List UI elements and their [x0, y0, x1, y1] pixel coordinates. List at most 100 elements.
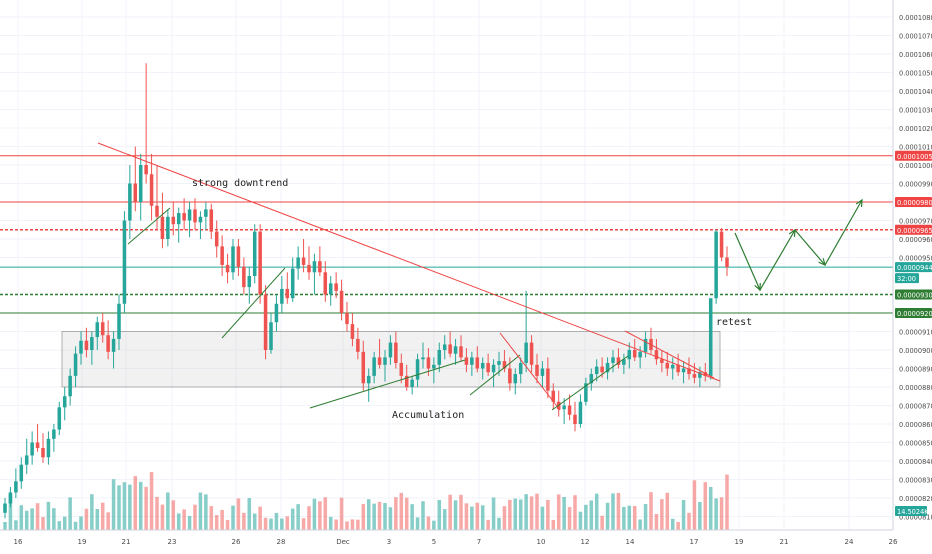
- volume-bar: [111, 479, 116, 530]
- projection-path[interactable]: [734, 199, 863, 292]
- candle-body: [280, 288, 284, 304]
- candle-body: [57, 407, 62, 430]
- candle-body: [258, 231, 262, 295]
- candles: [3, 63, 729, 519]
- annotation-label: strong downtrend: [192, 178, 288, 189]
- volume-bar: [518, 499, 523, 530]
- volume-bar: [30, 508, 34, 530]
- countdown-tag: [895, 273, 919, 284]
- support-line[interactable]: [221, 267, 286, 339]
- candle-body: [95, 322, 100, 338]
- volume-bar: [535, 493, 539, 530]
- candle-body: [46, 438, 51, 458]
- x-tick-label: 5: [432, 538, 436, 546]
- candle-body: [594, 366, 599, 375]
- volume-bar: [670, 518, 675, 530]
- volume-bar: [128, 484, 132, 530]
- candle-body: [529, 342, 534, 365]
- volume-bar: [62, 516, 67, 530]
- resistance-line[interactable]: [624, 330, 715, 379]
- candle-body: [546, 368, 550, 391]
- volume-bar: [231, 505, 235, 530]
- annotation-label: retest: [716, 317, 752, 328]
- volume-bar: [573, 495, 577, 530]
- resistance-line[interactable]: [499, 332, 561, 411]
- volume-bar: [594, 493, 599, 530]
- volume-bar: [388, 507, 393, 530]
- volume-bar: [52, 508, 56, 530]
- volume-bar: [193, 504, 197, 530]
- price-tag[interactable]: [895, 289, 932, 300]
- price-tag[interactable]: [895, 150, 932, 161]
- candle-body: [117, 303, 121, 339]
- volume-bar: [285, 516, 290, 530]
- volume-bar: [366, 499, 371, 530]
- y-tick-label: 0.00010400: [899, 88, 932, 96]
- volume-bar: [269, 518, 273, 530]
- y-tick-label: 0.00010600: [899, 51, 932, 59]
- candle-body: [562, 405, 566, 410]
- x-tick-label: 19: [78, 538, 87, 546]
- x-tick-label: 17: [690, 538, 699, 546]
- support-line[interactable]: [469, 354, 521, 396]
- candle-body: [404, 375, 409, 387]
- volume-bar: [638, 519, 642, 530]
- candle-body: [600, 366, 604, 373]
- price-tag[interactable]: [895, 197, 932, 207]
- volume-bar: [90, 494, 94, 530]
- price-tag[interactable]: [895, 308, 932, 318]
- candle-body: [144, 165, 148, 175]
- candle-body: [372, 357, 376, 376]
- downtrend-line[interactable]: [97, 142, 721, 382]
- candle-body: [611, 357, 615, 363]
- grid: [0, 0, 894, 530]
- support-line[interactable]: [309, 359, 466, 409]
- candle-body: [100, 322, 105, 336]
- volume-bar: [339, 497, 344, 530]
- volume-bar: [404, 497, 409, 530]
- candle-body: [665, 362, 670, 369]
- volume-bar: [529, 496, 534, 530]
- support-line[interactable]: [551, 355, 629, 411]
- volume-bar: [149, 472, 154, 530]
- volume-bar: [719, 497, 724, 530]
- candle-body: [285, 288, 290, 299]
- candle-body: [459, 346, 463, 358]
- candle-body: [388, 342, 393, 358]
- candle-body: [41, 448, 45, 458]
- volume-bar: [318, 501, 322, 530]
- x-tick-label: 10: [537, 538, 546, 546]
- volume-bar: [394, 497, 398, 530]
- x-tick-label: 7: [477, 538, 481, 546]
- price-tag[interactable]: [895, 262, 932, 273]
- candle-body: [73, 353, 78, 376]
- candle-body: [274, 303, 279, 323]
- candle-body: [171, 216, 176, 225]
- support-line[interactable]: [127, 207, 171, 245]
- volume-bar: [622, 506, 626, 530]
- candle-body: [111, 338, 116, 352]
- volume-bar: [470, 506, 474, 530]
- volume-bar: [497, 517, 501, 530]
- volume-bar: [643, 504, 648, 530]
- y-tick-label: 0.00008400: [899, 458, 932, 466]
- candle-body: [480, 362, 485, 369]
- volume-bar: [155, 496, 159, 530]
- candle-body: [345, 313, 349, 325]
- volume-bar: [442, 509, 447, 530]
- volume-bar: [546, 499, 550, 530]
- candle-body: [247, 276, 252, 288]
- candle-body: [193, 209, 197, 223]
- candle-body: [622, 359, 626, 365]
- candle-body: [551, 390, 556, 402]
- price-tag[interactable]: [895, 224, 932, 235]
- price-axis: 0.00010800 0.00010700 0.00010600 0.00010500…: [892, 0, 932, 530]
- volume-bar: [41, 517, 45, 530]
- volume-bar: [399, 492, 404, 530]
- candle-body: [176, 213, 181, 225]
- candle-body: [35, 442, 40, 449]
- candle-body: [19, 464, 24, 482]
- candle-body: [166, 216, 170, 239]
- candle-body: [475, 357, 480, 369]
